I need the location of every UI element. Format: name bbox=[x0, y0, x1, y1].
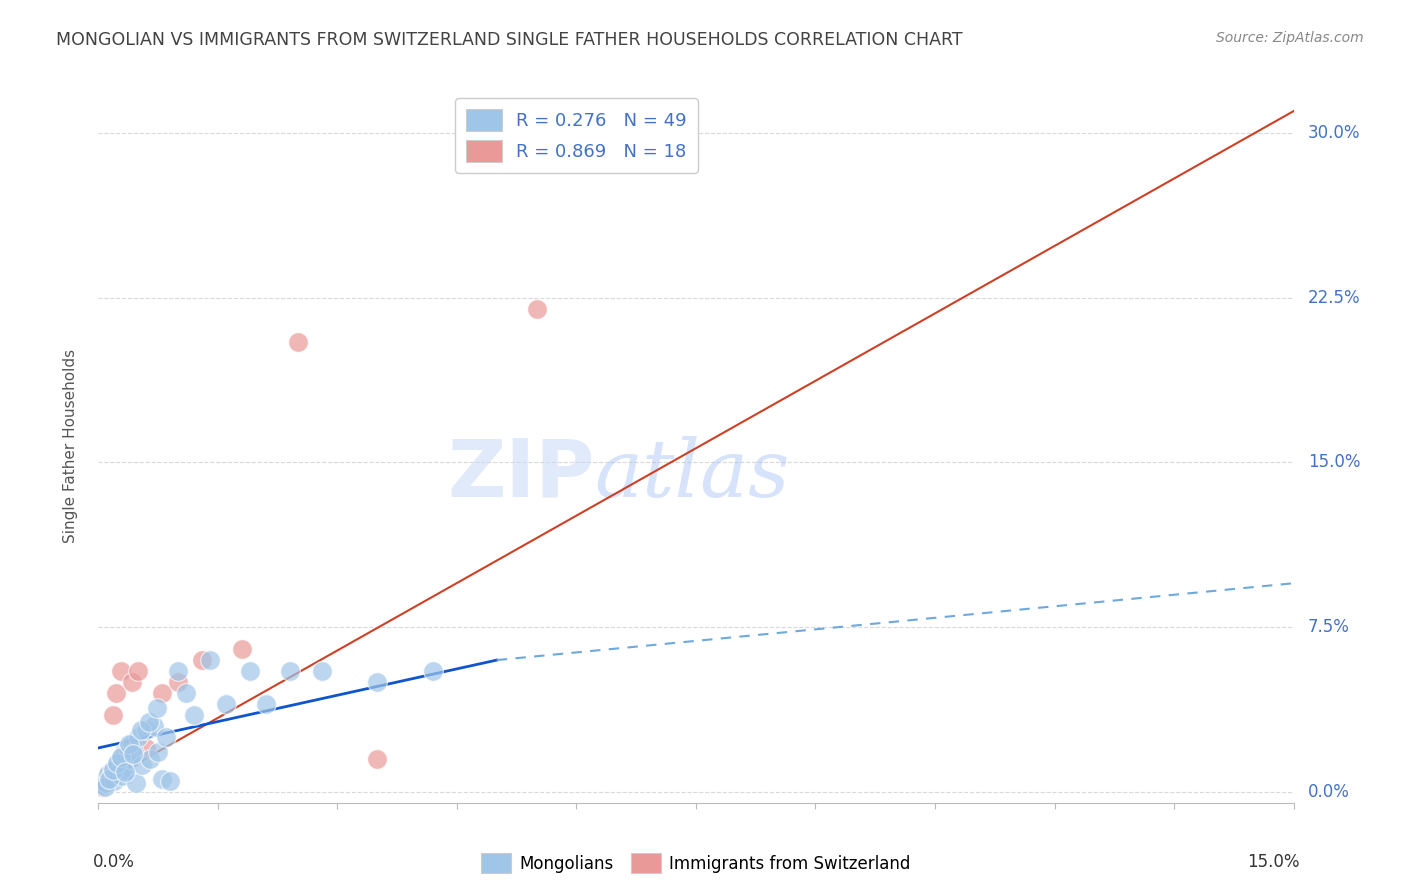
Point bbox=[278, 664, 301, 678]
Legend: Mongolians, Immigrants from Switzerland: Mongolians, Immigrants from Switzerland bbox=[475, 847, 917, 880]
Text: 15.0%: 15.0% bbox=[1247, 853, 1299, 871]
Point bbox=[150, 686, 173, 700]
Point bbox=[239, 664, 262, 678]
Point bbox=[127, 664, 149, 678]
Point bbox=[96, 776, 118, 790]
Point bbox=[150, 772, 173, 786]
Point bbox=[215, 697, 238, 711]
Point bbox=[97, 767, 120, 781]
Text: 15.0%: 15.0% bbox=[1308, 453, 1361, 472]
Point bbox=[117, 740, 139, 755]
Point bbox=[104, 686, 127, 700]
Point bbox=[159, 773, 181, 788]
Point bbox=[231, 642, 253, 657]
Point bbox=[605, 115, 627, 129]
Point bbox=[108, 752, 131, 766]
Point bbox=[526, 301, 548, 316]
Point bbox=[107, 767, 129, 781]
Point bbox=[287, 334, 309, 349]
Text: 7.5%: 7.5% bbox=[1308, 618, 1350, 636]
Point bbox=[103, 773, 125, 788]
Point bbox=[174, 686, 197, 700]
Y-axis label: Single Father Households: Single Father Households bbox=[63, 349, 77, 543]
Text: 0.0%: 0.0% bbox=[1308, 783, 1350, 801]
Point bbox=[110, 749, 132, 764]
Point bbox=[124, 745, 146, 759]
Text: atlas: atlas bbox=[595, 436, 790, 513]
Point bbox=[167, 664, 190, 678]
Point bbox=[94, 776, 117, 790]
Point bbox=[135, 723, 157, 738]
Point bbox=[118, 737, 141, 751]
Point bbox=[111, 769, 134, 783]
Point bbox=[101, 763, 124, 777]
Point bbox=[121, 737, 143, 751]
Point bbox=[120, 752, 142, 766]
Point bbox=[110, 664, 132, 678]
Point bbox=[93, 773, 115, 788]
Text: 0.0%: 0.0% bbox=[93, 853, 135, 871]
Point bbox=[366, 752, 388, 766]
Point bbox=[254, 697, 277, 711]
Point bbox=[121, 675, 143, 690]
Point bbox=[125, 776, 148, 790]
Text: 30.0%: 30.0% bbox=[1308, 124, 1361, 142]
Point bbox=[94, 780, 117, 795]
Point bbox=[115, 763, 138, 777]
Text: MONGOLIAN VS IMMIGRANTS FROM SWITZERLAND SINGLE FATHER HOUSEHOLDS CORRELATION CH: MONGOLIAN VS IMMIGRANTS FROM SWITZERLAND… bbox=[56, 31, 963, 49]
Point bbox=[91, 778, 114, 792]
Point bbox=[155, 730, 177, 744]
Text: 22.5%: 22.5% bbox=[1308, 289, 1361, 307]
Point bbox=[183, 708, 205, 723]
Point bbox=[105, 756, 128, 771]
Point bbox=[97, 767, 120, 781]
Point bbox=[129, 723, 152, 738]
Point bbox=[143, 719, 166, 733]
Point bbox=[91, 780, 114, 795]
Point bbox=[311, 664, 333, 678]
Point bbox=[127, 730, 149, 744]
Text: Source: ZipAtlas.com: Source: ZipAtlas.com bbox=[1216, 31, 1364, 45]
Point bbox=[198, 653, 221, 667]
Point bbox=[97, 772, 120, 786]
Point bbox=[115, 752, 138, 766]
Point bbox=[101, 708, 124, 723]
Point bbox=[104, 758, 127, 772]
Point bbox=[139, 752, 162, 766]
Point bbox=[114, 765, 136, 780]
Point bbox=[135, 740, 157, 755]
Text: ZIP: ZIP bbox=[447, 435, 595, 514]
Point bbox=[121, 747, 143, 762]
Point bbox=[112, 745, 135, 759]
Point bbox=[145, 701, 167, 715]
Point bbox=[131, 758, 153, 772]
Point bbox=[98, 772, 122, 786]
Point bbox=[148, 745, 170, 759]
Point bbox=[422, 664, 444, 678]
Point bbox=[101, 763, 124, 777]
Point bbox=[167, 675, 190, 690]
Point bbox=[366, 675, 388, 690]
Point bbox=[138, 714, 160, 729]
Point bbox=[191, 653, 214, 667]
